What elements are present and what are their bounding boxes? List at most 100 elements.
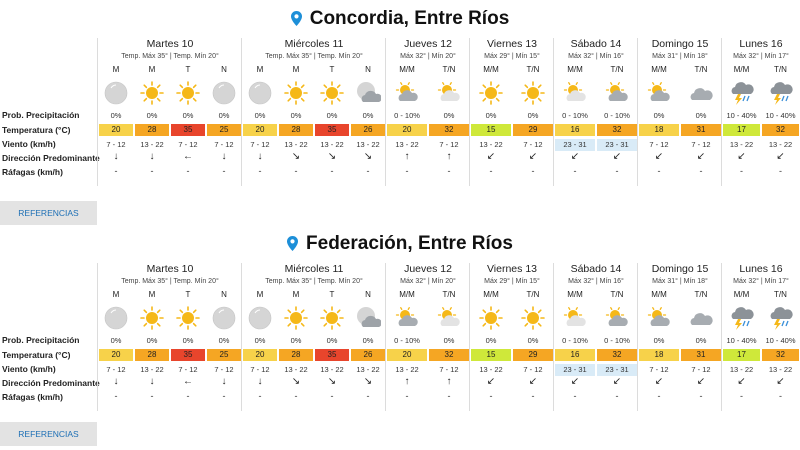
referencias-button[interactable]: REFERENCIAS bbox=[0, 422, 97, 446]
partly-cloudy-icon bbox=[646, 80, 672, 106]
period-column: M/M 10 - 40% 17 13 - 22 ↙ - bbox=[722, 65, 761, 186]
period-label: T/N bbox=[774, 290, 787, 299]
row-label-gust: Ráfagas (km/h) bbox=[2, 167, 63, 177]
temperature-value: 26 bbox=[351, 349, 385, 361]
period-column: M 0% 20 7 - 12 ↓ - bbox=[98, 65, 134, 186]
gust-value: - bbox=[699, 166, 703, 176]
period-columns: M/M 0% 15 13 - 22 ↙ - T/N 0% 29 7 - 12 ↙ - bbox=[470, 290, 554, 411]
day-temp-range: Máx 29° | Mín 15° bbox=[484, 53, 540, 60]
period-label: T/N bbox=[442, 290, 456, 299]
sun-icon bbox=[283, 305, 309, 331]
precip-value: 0% bbox=[695, 111, 707, 120]
gust-value: - bbox=[740, 391, 743, 401]
period-columns: M/M 0 - 10% 20 13 - 22 ↑ - T/N 0% 32 7 - 12 ↑ - bbox=[386, 290, 470, 411]
temperature-value: 25 bbox=[207, 124, 241, 136]
period-column: T/N 0% 32 7 - 12 ↑ - bbox=[428, 65, 470, 186]
wind-value: 7 - 12 bbox=[250, 140, 270, 149]
wind-direction-arrow-icon: ↓ bbox=[257, 376, 263, 387]
partly-cloudy-icon bbox=[394, 305, 420, 331]
row-label-dir: Dirección Predominante bbox=[2, 378, 100, 388]
period-columns: M/M 0% 15 13 - 22 ↙ - T/N 0% 29 7 - 12 ↙ - bbox=[470, 65, 554, 186]
location-pin-icon bbox=[290, 11, 302, 26]
wind-direction-arrow-icon: ↑ bbox=[446, 151, 452, 162]
period-column: T 0% 35 7 - 12 ← - bbox=[170, 290, 206, 411]
period-column: T/N 0% 31 7 - 12 ↙ - bbox=[680, 290, 722, 411]
wind-value: 7 - 12 bbox=[523, 365, 543, 374]
partly-cloudy-icon bbox=[394, 80, 420, 106]
temperature-value: 18 bbox=[639, 124, 679, 136]
wind-value: 13 - 22 bbox=[140, 365, 164, 374]
period-label: M bbox=[292, 290, 300, 299]
gust-value: - bbox=[615, 166, 619, 176]
location-pin-icon bbox=[287, 236, 299, 251]
period-label: T bbox=[329, 65, 335, 74]
day-column: Viernes 13 Máx 29° | Mín 15° M/M 0% 15 13 - 2… bbox=[469, 263, 554, 411]
temperature-value: 32 bbox=[597, 349, 637, 361]
temperature-value: 32 bbox=[429, 349, 469, 361]
day-name: Jueves 12 bbox=[404, 38, 452, 50]
gust-value: - bbox=[447, 166, 451, 176]
temperature-value: 15 bbox=[471, 349, 511, 361]
gust-value: - bbox=[222, 391, 226, 401]
precip-value: 0% bbox=[218, 111, 230, 120]
precip-value: 0% bbox=[362, 111, 374, 120]
period-label: M bbox=[112, 290, 120, 299]
gust-value: - bbox=[779, 166, 782, 176]
temperature-value: 26 bbox=[351, 124, 385, 136]
period-column: M 0% 28 13 - 22 ↘ - bbox=[278, 65, 314, 186]
precip-value: 0% bbox=[653, 111, 665, 120]
day-column: Martes 10 Temp. Máx 35° | Temp. Mín 20° M 0… bbox=[97, 38, 242, 186]
wind-direction-arrow-icon: ← bbox=[183, 151, 193, 162]
sun-icon bbox=[520, 80, 546, 106]
period-label: M/M bbox=[567, 290, 583, 299]
period-label: T bbox=[185, 65, 191, 74]
temperature-value: 16 bbox=[555, 124, 595, 136]
gust-value: - bbox=[489, 391, 493, 401]
temperature-value: 20 bbox=[387, 349, 427, 361]
temperature-value: 32 bbox=[762, 349, 799, 361]
wind-value: 7 - 12 bbox=[178, 140, 198, 149]
temperature-value: 28 bbox=[279, 349, 313, 361]
day-temp-range: Máx 32° | Mín 16° bbox=[568, 53, 624, 60]
referencias-button[interactable]: REFERENCIAS bbox=[0, 201, 97, 225]
day-temp-range: Temp. Máx 35° | Temp. Mín 20° bbox=[265, 278, 363, 285]
wind-direction-arrow-icon: ↙ bbox=[737, 376, 746, 387]
day-temp-range: Temp. Máx 35° | Temp. Mín 20° bbox=[265, 53, 363, 60]
precip-value: 10 - 40% bbox=[726, 111, 757, 120]
precip-value: 0 - 10% bbox=[562, 111, 588, 120]
period-columns: M/M 0 - 10% 20 13 - 22 ↑ - T/N 0% 32 7 - 12 ↑ - bbox=[386, 65, 470, 186]
temperature-value: 15 bbox=[471, 124, 511, 136]
day-name: Sábado 14 bbox=[570, 38, 622, 50]
thunderstorm-icon bbox=[729, 80, 755, 106]
period-label: T/N bbox=[774, 65, 787, 74]
gust-value: - bbox=[186, 391, 190, 401]
temperature-value: 18 bbox=[639, 349, 679, 361]
row-label-wind: Viento (km/h) bbox=[2, 139, 56, 149]
row-label-wind: Viento (km/h) bbox=[2, 364, 56, 374]
precip-value: 0% bbox=[485, 111, 497, 120]
temperature-value: 29 bbox=[513, 124, 553, 136]
precip-value: 0% bbox=[146, 336, 158, 345]
period-column: T/N 0% 32 7 - 12 ↑ - bbox=[428, 290, 470, 411]
day-name: Martes 10 bbox=[146, 263, 194, 275]
sun-icon bbox=[478, 80, 504, 106]
cloudy-icon bbox=[688, 80, 714, 106]
row-label-temp: Temperatura (°C) bbox=[2, 350, 71, 360]
period-label: T bbox=[185, 290, 191, 299]
cloud-moon-icon bbox=[355, 80, 382, 106]
wind-direction-arrow-icon: ↙ bbox=[570, 376, 580, 387]
period-column: N 0% 26 13 - 22 ↘ - bbox=[350, 290, 386, 411]
wind-direction-arrow-icon: ↑ bbox=[404, 151, 410, 162]
temperature-value: 28 bbox=[135, 124, 169, 136]
wind-value: 7 - 12 bbox=[691, 365, 711, 374]
gust-value: - bbox=[740, 166, 743, 176]
period-label: T bbox=[329, 290, 335, 299]
precip-value: 0% bbox=[254, 336, 266, 345]
wind-value: 13 - 22 bbox=[768, 140, 793, 149]
gust-value: - bbox=[405, 166, 409, 176]
period-column: T/N 10 - 40% 32 13 - 22 ↙ - bbox=[761, 290, 800, 411]
temperature-value: 35 bbox=[171, 349, 205, 361]
period-label: M bbox=[256, 290, 264, 299]
temperature-value: 17 bbox=[723, 349, 760, 361]
wind-direction-arrow-icon: ↙ bbox=[528, 376, 538, 387]
